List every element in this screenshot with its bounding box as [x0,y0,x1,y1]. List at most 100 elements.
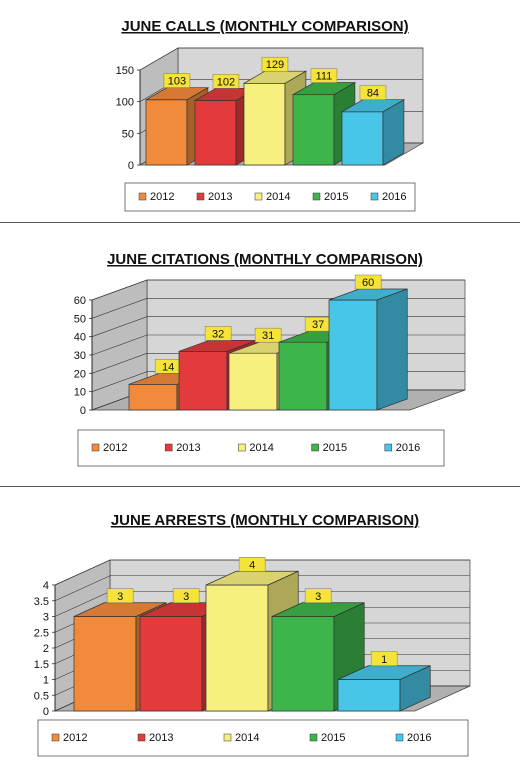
data-label: 1 [381,654,387,666]
bar-top [291,82,357,96]
y-tick-label: 10 [74,387,86,399]
legend-swatch [196,192,205,201]
arrests-chart-panel: JUNE ARRESTS (MONTHLY COMPARISON) 0 0.5 1 1… [0,500,520,766]
data-label: 84 [367,88,379,100]
legend-swatch [254,192,263,201]
y-tick-label: 0 [128,160,134,172]
legend-item-label: 2014 [249,442,273,454]
gridline [139,47,423,71]
bar-top [144,87,210,101]
data-label-box [163,73,191,88]
data-label: 111 [316,71,333,83]
y-tick-label: 30 [74,350,86,362]
y-tick-label: 4 [43,580,49,592]
data-label: 14 [162,361,174,373]
legend-item-label: 2015 [324,191,348,203]
calls-chart-panel: JUNE CALLS (MONTHLY COMPARISON) 0 50 100 15… [0,0,520,222]
gridline [54,559,470,586]
chart-title: JUNE CITATIONS (MONTHLY COMPARISON) [107,251,423,268]
bar-front [205,584,269,712]
legend-swatch [384,443,393,452]
data-label-box [359,85,387,100]
data-label-box [254,327,282,343]
y-tick-label: 1.5 [34,659,49,671]
data-label-box [370,651,398,666]
data-label: 31 [262,330,274,342]
y-tick-label: 0 [43,706,49,718]
bar-front [271,616,335,712]
legend-item-label: 2014 [235,732,259,744]
bar-front [73,616,137,712]
data-label: 3 [315,591,321,603]
data-label-box [354,274,382,290]
legend-item-label: 2016 [382,191,406,203]
legend-item-label: 2012 [150,191,174,203]
bar-top [73,602,167,617]
data-label-box [106,588,134,603]
legend-item-label: 2016 [407,732,431,744]
data-label: 3 [183,591,189,603]
bar-front [128,383,178,411]
bar-front [328,299,378,411]
bar-top [205,570,299,586]
data-label-box [238,557,266,572]
legend-box [77,429,445,467]
bar [328,288,408,411]
legend-swatch [223,733,232,742]
divider [0,222,520,223]
legend-item-label: 2016 [396,442,420,454]
gridline [54,575,470,602]
bar-front [243,82,286,166]
y-tick-label: 150 [116,65,134,77]
legend-swatch [91,443,100,452]
bar-front [292,94,335,166]
legend-item-label: 2013 [208,191,232,203]
legend-swatch [138,192,147,201]
legend-item-label: 2015 [321,732,345,744]
data-label-box [212,74,240,89]
arrests-chart: JUNE ARRESTS (MONTHLY COMPARISON) 0 0.5 1 1… [34,512,471,757]
bar-top [328,288,408,301]
chart-title: JUNE CALLS (MONTHLY COMPARISON) [121,18,408,35]
y-tick-label: 100 [116,97,134,109]
legend-item-label: 2013 [176,442,200,454]
data-label: 37 [312,319,324,331]
calls-chart: JUNE CALLS (MONTHLY COMPARISON) 0 50 100 15… [116,18,425,212]
y-tick-label: 50 [74,313,86,325]
data-label-box [204,326,232,341]
legend-item-label: 2015 [323,442,347,454]
bar-front [194,100,237,166]
y-tick-label: 1 [43,675,49,687]
legend-swatch [370,192,379,201]
legend-swatch [51,733,60,742]
y-tick-label: 50 [122,128,134,140]
bar-top [271,602,365,617]
citations-chart: JUNE CITATIONS (MONTHLY COMPARISON) 0 10 2… [74,251,466,467]
bar-front [341,111,384,166]
bar-top [242,70,308,84]
legend-swatch [238,443,246,452]
y-tick-label: 3.5 [34,596,49,608]
bar-front [228,352,278,411]
bar-front [278,341,328,411]
y-tick-label: 3 [43,612,49,624]
bar-front [145,99,188,166]
legend-swatch [309,733,318,742]
data-label: 102 [217,76,235,88]
legend-item-label: 2014 [266,191,290,203]
citations-chart-panel: JUNE CITATIONS (MONTHLY COMPARISON) 0 10 2… [0,234,520,480]
bar-front [178,350,228,411]
y-tick-label: 0 [80,405,86,417]
data-label: 60 [362,277,374,289]
bar [340,99,406,166]
y-tick-label: 60 [74,295,86,307]
legend-box [124,182,416,212]
legend-item-label: 2012 [63,732,87,744]
bar-front [139,616,203,712]
data-label: 129 [266,59,284,71]
legend-swatch [395,733,404,742]
data-label: 3 [117,591,123,603]
legend-swatch [311,443,319,452]
data-label: 103 [168,76,186,88]
divider [0,486,520,487]
